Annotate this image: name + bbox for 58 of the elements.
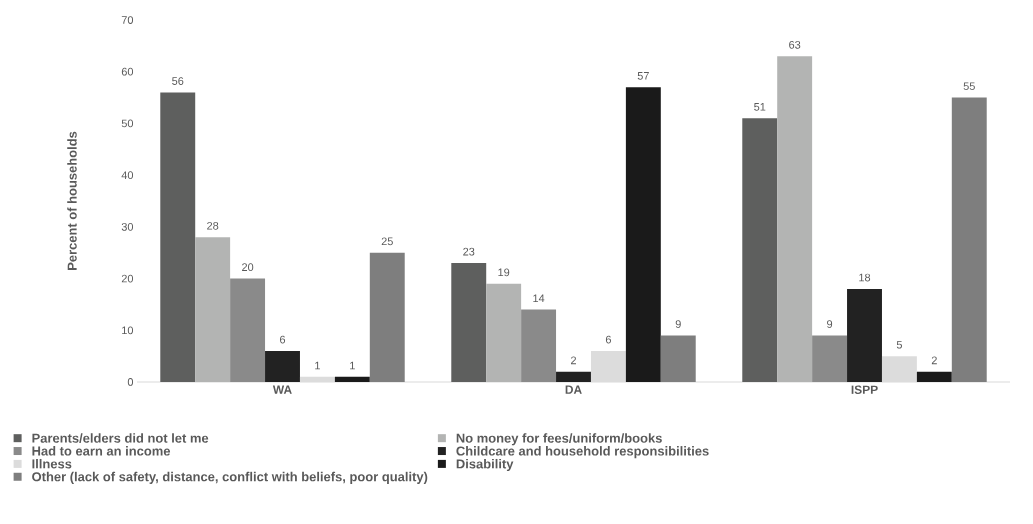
bar [486,283,522,382]
bar [951,97,987,382]
bar [625,87,661,382]
data-label: 9 [675,320,681,328]
data-label: 25 [381,237,393,246]
legend-label: Illness [32,458,72,469]
bar [451,263,487,382]
data-label: 6 [605,335,611,344]
data-label: 20 [242,263,254,272]
bar [742,118,778,382]
data-label: 55 [963,82,975,91]
bar [521,309,557,382]
x-tick-label: WA [272,385,292,394]
data-label: 9 [827,320,833,328]
data-label: 6 [280,335,286,344]
y-tick-label: 10 [122,326,134,335]
legend-label: Other (lack of safety, distance, conflict with beliefs, poor quality) [32,471,428,484]
data-label: 2 [571,356,576,365]
y-tick-label: 70 [121,16,134,24]
data-label: 19 [498,268,510,277]
data-label: 28 [207,221,219,230]
legend-label: Parents/elders did not let me [32,433,209,443]
bar [195,237,231,382]
legend-label: Had to earn an income [32,446,171,456]
legend-label: Disability [456,458,514,472]
y-tick-label: 0 [127,378,134,386]
bar [369,252,405,382]
bar [556,371,591,382]
y-axis-title: Percent of households [67,131,77,270]
data-label: 5 [896,340,902,349]
y-tick-label: 40 [121,171,134,180]
data-label: 23 [463,247,475,256]
legend-label: Childcare and household responsibilities [456,446,709,459]
bar [660,335,696,382]
data-label: 1 [315,361,320,370]
y-tick-label: 30 [121,222,134,231]
data-label: 1 [350,361,355,370]
bar [334,376,370,382]
y-tick-label: 50 [121,119,134,128]
bar [916,371,952,382]
data-label: 56 [172,77,184,85]
bar [812,335,848,382]
bar [847,288,882,382]
y-tick-label: 60 [121,67,134,76]
bar [230,278,266,382]
bar [777,56,813,382]
data-label: 57 [637,72,649,80]
data-label: 2 [931,356,937,365]
y-tick-label: 20 [121,274,134,283]
bar [265,350,300,382]
x-tick-label: DA [565,385,582,394]
data-label: 14 [533,294,545,303]
data-label: 18 [859,273,871,282]
bar [160,92,196,382]
data-label: 63 [789,40,801,49]
x-tick-label: ISPP [851,385,878,394]
legend-label: No money for fees/uniform/books [456,433,662,446]
data-label: 51 [754,103,766,111]
